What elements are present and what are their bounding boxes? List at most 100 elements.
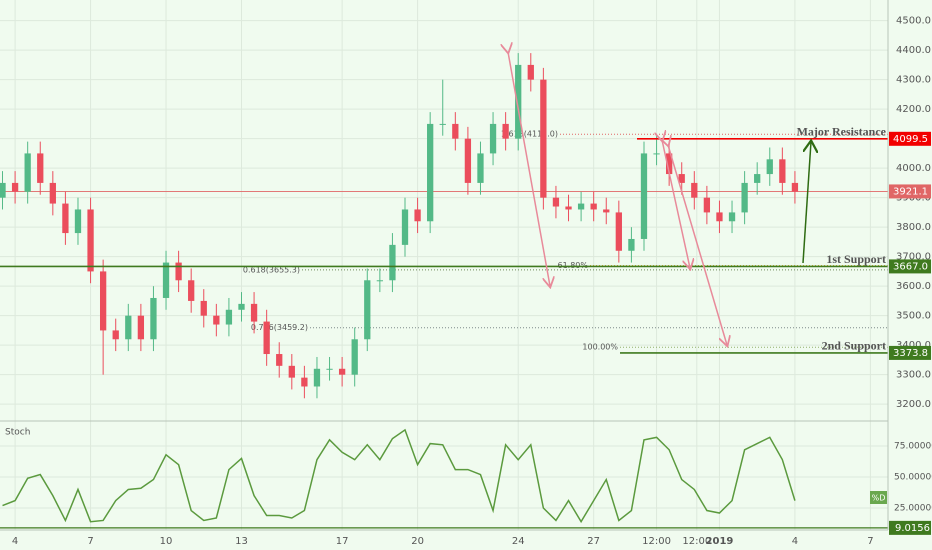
candle-body [0, 182, 6, 198]
x-tick-label: 24 [512, 536, 525, 547]
price-box-label: 3667.0 [893, 261, 928, 272]
candle-body [691, 182, 698, 198]
y-tick-label: 3300.0 [896, 370, 931, 381]
indicator-title: Stoch [5, 428, 30, 438]
candle-body [754, 174, 761, 183]
candle-body [87, 209, 94, 272]
value-box-label: 9.0156 [895, 523, 930, 534]
y-tick-label: 3800.0 [896, 222, 931, 233]
candle-body [728, 212, 736, 222]
y-tick-label: 3200.0 [896, 399, 931, 410]
candle-body [540, 79, 547, 198]
candle-body [389, 244, 396, 281]
price-box [889, 259, 931, 274]
candle-body [791, 182, 799, 192]
candle-body [112, 330, 119, 340]
x-tick-label: 7 [867, 536, 873, 547]
candle-body [577, 203, 585, 210]
y-tick-label: 4500.0 [896, 16, 931, 27]
candle-body [250, 303, 258, 322]
candle-body [150, 297, 157, 340]
y-tick-label: 4000.0 [896, 163, 931, 174]
y-tick-label: 50.00000 [894, 473, 932, 483]
candle-body [640, 153, 648, 239]
candle-body [766, 159, 773, 175]
level-label: 2nd Support [822, 339, 886, 353]
fib-label: 100.00% [582, 343, 618, 352]
candle-body [276, 354, 283, 366]
candle-body [527, 64, 534, 80]
candle-body [439, 123, 446, 125]
x-tick-label: 12:00 [682, 536, 711, 547]
candle-body [175, 262, 182, 281]
x-tick-label: 13 [235, 536, 248, 547]
x-tick-label: 10 [160, 536, 173, 547]
candle-body [301, 377, 308, 387]
candle-body [716, 212, 723, 222]
x-tick-label: 20 [411, 536, 424, 547]
candle-body [653, 153, 660, 155]
legend-label: %D [872, 494, 886, 503]
price-box-label: 4099.5 [893, 134, 928, 145]
y-tick-label: 3600.0 [896, 281, 931, 292]
candle-body [351, 339, 358, 375]
level-label: 1st Support [826, 252, 886, 266]
candle-body [49, 182, 56, 204]
candle-body [427, 123, 434, 222]
x-tick-label: 12:00 [642, 536, 671, 547]
x-tick-label: 2019 [706, 536, 734, 547]
candle-body [62, 203, 69, 234]
candle-body [137, 315, 145, 340]
candle-body [364, 280, 371, 340]
fib-label: 1.618(4115.0) [501, 130, 558, 139]
value-box [889, 520, 931, 535]
price-box-label: 3921.1 [893, 186, 928, 197]
price-box [889, 131, 931, 146]
fib-label: 0.786(3459.2) [251, 323, 308, 332]
arrow [802, 142, 811, 264]
candle-body [99, 271, 107, 331]
candle-body [515, 64, 522, 139]
candle-body [464, 138, 472, 183]
candle-body [401, 209, 409, 245]
candle-body [590, 203, 597, 210]
candle-body [565, 206, 572, 210]
candle-body [37, 153, 44, 183]
arrow [508, 52, 550, 286]
candle-body [162, 262, 170, 298]
candle-body [188, 280, 195, 301]
candle-body [414, 209, 421, 222]
y-tick-label: 3700.0 [896, 252, 931, 263]
level-label: Major Resistance [797, 125, 887, 139]
arrow [668, 145, 727, 345]
x-tick-label: 27 [587, 536, 600, 547]
price-box [889, 184, 931, 199]
candle-body [338, 368, 346, 375]
candle-body [225, 309, 233, 325]
y-tick-label: 4200.0 [896, 104, 931, 115]
candle-body [489, 123, 497, 154]
candle-body [741, 182, 748, 213]
candle-body [615, 212, 622, 251]
candle-body [703, 197, 711, 213]
y-tick-label: 4400.0 [896, 45, 931, 56]
x-tick-label: 4 [792, 536, 798, 547]
candle-body [200, 300, 207, 316]
y-tick-label: 4300.0 [896, 75, 931, 86]
fib-label: 0.618(3655.3) [243, 265, 300, 274]
y-tick-label: 25.00000 [894, 504, 932, 514]
price-box-label: 3373.8 [893, 348, 928, 359]
y-tick-label: 3400.0 [896, 340, 931, 351]
fib-label: 61.80% [557, 261, 588, 270]
candle-body [24, 153, 31, 192]
candle-body [125, 315, 132, 340]
candle-body [263, 321, 270, 355]
candle-body [11, 182, 19, 192]
legend-box [870, 491, 887, 504]
candle-body [326, 368, 333, 370]
candle-body [376, 280, 383, 282]
candle-body [603, 209, 610, 213]
candle-body [628, 238, 635, 251]
candle-body [502, 123, 509, 139]
